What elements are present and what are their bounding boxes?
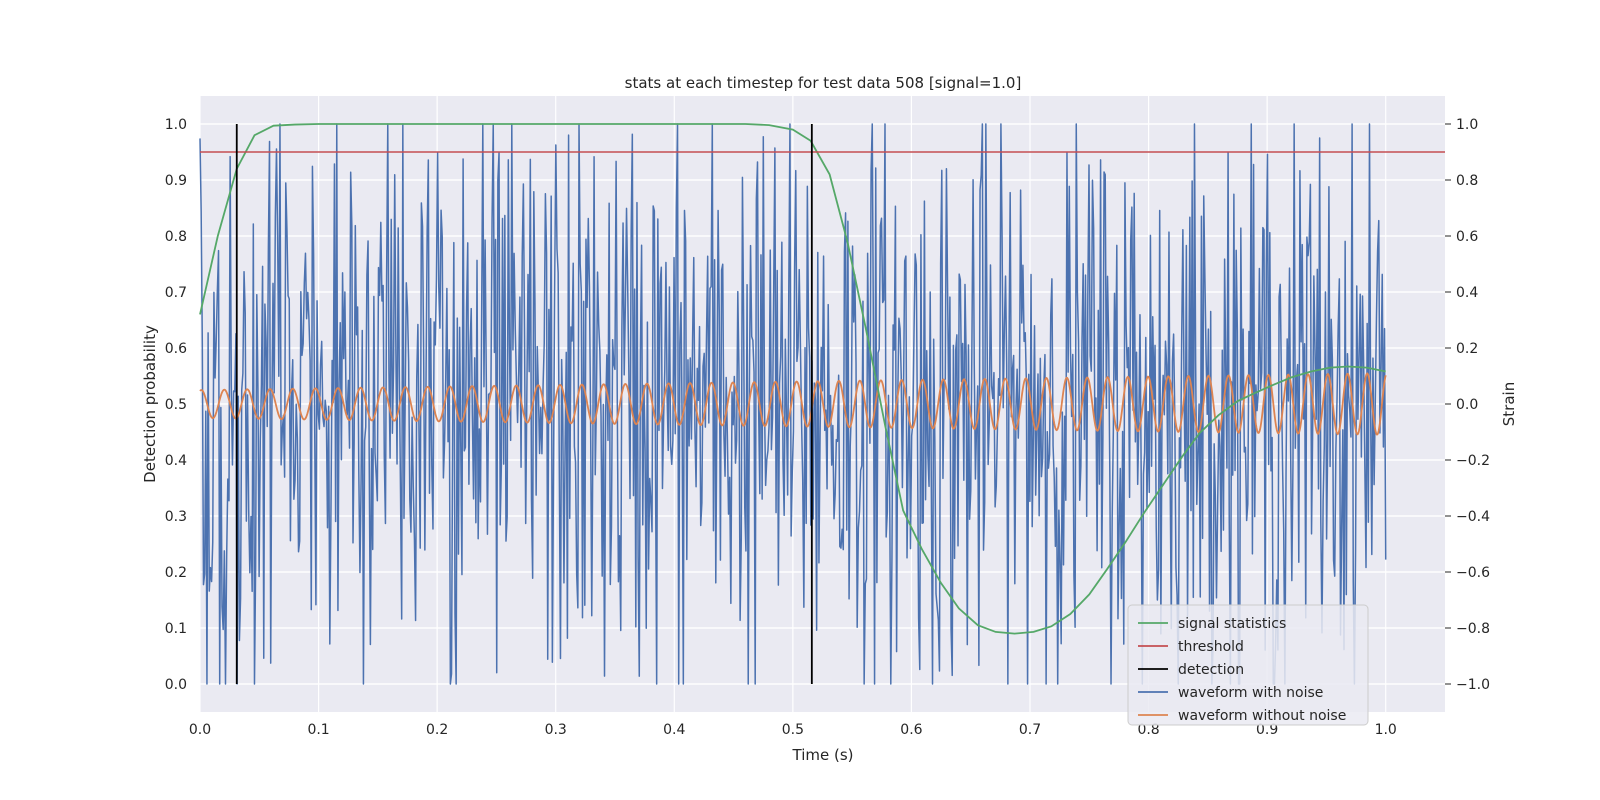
x-tick-label: 0.2 [426, 722, 448, 738]
y-right-tick-label: 0.4 [1456, 285, 1478, 301]
legend-label: threshold [1178, 639, 1244, 655]
legend-box [1127, 604, 1369, 726]
x-tick-label: 0.3 [545, 722, 567, 738]
y-left-tick-label: 0.0 [165, 677, 187, 693]
y-left-tick-label: 1.0 [165, 117, 187, 133]
legend-label: detection [1178, 662, 1244, 678]
y-left-tick-label: 0.4 [165, 453, 187, 469]
x-tick-label: 0.8 [1137, 722, 1159, 738]
y-right-tick-label: 0.2 [1456, 341, 1478, 357]
x-tick-label: 0.6 [900, 722, 922, 738]
x-tick-label: 1.0 [1375, 722, 1397, 738]
y-axis-left-title: Detection probability [141, 325, 159, 483]
x-tick-label: 0.1 [307, 722, 329, 738]
chart-title: stats at each timestep for test data 508… [625, 74, 1022, 92]
y-right-tick-label: 1.0 [1456, 117, 1478, 133]
y-left-tick-label: 0.1 [165, 621, 187, 637]
y-right-tick-label: 0.0 [1456, 397, 1478, 413]
y-axis-right-ticks: −1.0 −0.8 −0.6 −0.4 −0.2 0.0 0.2 0.4 0.6 0.8 1.0 [1445, 117, 1490, 693]
waveform-without-noise-line [199, 372, 1387, 436]
legend-label: waveform without noise [1178, 708, 1346, 724]
x-axis-title: Time (s) [792, 746, 854, 764]
y-left-tick-label: 0.5 [165, 397, 187, 413]
legend-label: signal statistics [1178, 616, 1286, 632]
y-axis-right-title: Strain [1500, 382, 1518, 426]
y-right-tick-label: −0.8 [1456, 621, 1490, 637]
y-right-tick-label: −0.6 [1456, 565, 1490, 581]
legend: signal statistics threshold detection wavef… [1127, 604, 1369, 726]
y-left-tick-label: 0.7 [165, 285, 187, 301]
y-right-tick-label: −0.4 [1456, 509, 1490, 525]
y-axis-left-ticks: 0.0 0.1 0.2 0.3 0.4 0.5 0.6 0.7 0.8 0.9 1.0 [165, 117, 187, 693]
y-right-tick-label: −0.2 [1456, 453, 1490, 469]
legend-label: waveform with noise [1178, 685, 1323, 701]
series-layer [199, 123, 1445, 685]
y-left-tick-label: 0.3 [165, 509, 187, 525]
signal-statistics-line [199, 123, 1386, 635]
y-left-tick-label: 0.9 [165, 173, 187, 189]
y-right-tick-label: 0.8 [1456, 173, 1478, 189]
x-tick-label: 0.7 [1019, 722, 1041, 738]
y-left-tick-label: 0.8 [165, 229, 187, 245]
y-right-tick-label: −1.0 [1456, 677, 1490, 693]
x-tick-label: 0.4 [663, 722, 685, 738]
x-tick-label: 0.0 [189, 722, 211, 738]
x-tick-label: 0.9 [1256, 722, 1278, 738]
y-right-tick-label: 0.6 [1456, 229, 1478, 245]
x-tick-label: 0.5 [782, 722, 804, 738]
y-left-tick-label: 0.2 [165, 565, 187, 581]
y-left-tick-label: 0.6 [165, 341, 187, 357]
waveform-with-noise-line [199, 123, 1387, 685]
x-axis-ticks: 0.0 0.1 0.2 0.3 0.4 0.5 0.6 0.7 0.8 0.9 1.0 [189, 722, 1397, 738]
